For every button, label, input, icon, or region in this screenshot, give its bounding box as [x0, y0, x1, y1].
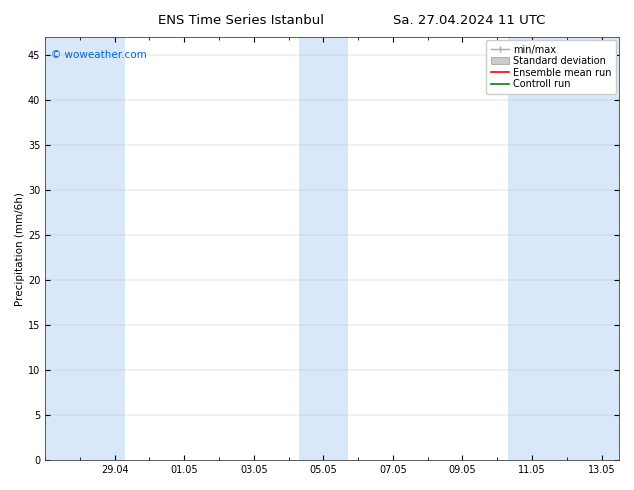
Y-axis label: Precipitation (mm/6h): Precipitation (mm/6h)	[15, 192, 25, 306]
Legend: min/max, Standard deviation, Ensemble mean run, Controll run: min/max, Standard deviation, Ensemble me…	[486, 40, 616, 94]
Bar	[45, 37, 125, 460]
Text: ENS Time Series Istanbul: ENS Time Series Istanbul	[158, 14, 324, 27]
Bar	[299, 37, 347, 460]
Text: Sa. 27.04.2024 11 UTC: Sa. 27.04.2024 11 UTC	[393, 14, 545, 27]
Bar	[508, 37, 619, 460]
Text: © woweather.com: © woweather.com	[51, 50, 146, 60]
